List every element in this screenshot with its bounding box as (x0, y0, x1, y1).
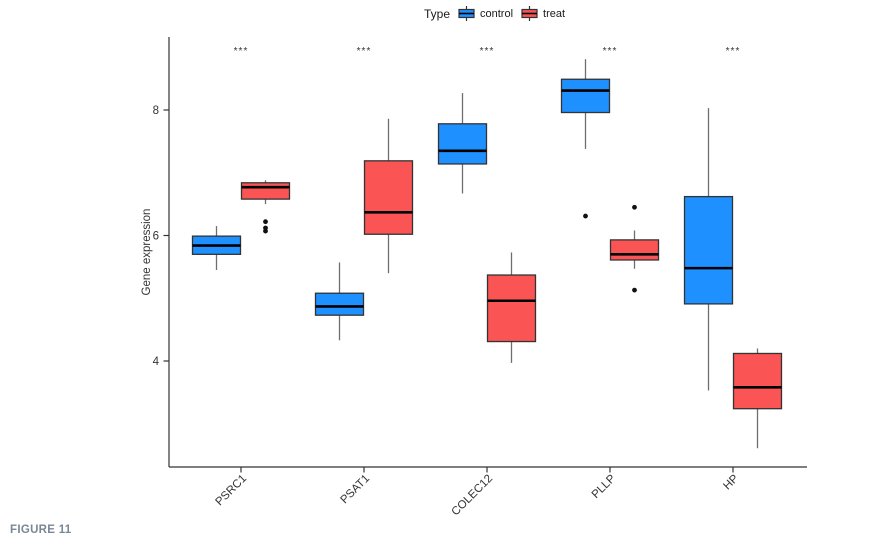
outlier-point (632, 204, 637, 210)
legend-label-treat: treat (543, 7, 566, 20)
box-control-PSAT1 (314, 292, 365, 316)
legend-item-treat: treat (521, 6, 565, 21)
box-control-HP (683, 195, 734, 305)
boxplot-key-treat-icon (521, 6, 538, 21)
legend-item-control: control (458, 6, 513, 21)
outlier-point (583, 213, 588, 219)
box-control-PLLP (560, 78, 611, 114)
significance-stars: *** (480, 46, 495, 57)
x-category-label: HP (721, 472, 741, 492)
x-category-label: PSAT1 (338, 473, 372, 507)
box-treat-HP (732, 352, 783, 410)
significance-stars: *** (726, 46, 741, 57)
box-treat-COLEC12 (486, 274, 537, 343)
box-control-COLEC12 (437, 123, 488, 165)
x-category-label: PLLP (590, 472, 619, 501)
significance-stars: *** (357, 46, 372, 57)
box-treat-PLLP (609, 239, 660, 261)
y-tick-label: 4 (153, 356, 160, 368)
boxplot-key-control-icon (458, 6, 475, 21)
outlier-point (263, 219, 268, 225)
box-treat-PSAT1 (363, 160, 414, 235)
significance-stars: *** (234, 46, 249, 57)
x-category-label: COLEC12 (450, 473, 496, 519)
box-treat-PSRC1 (240, 182, 291, 200)
significance-stars: *** (603, 46, 618, 57)
chart-legend: Type control treat (424, 6, 565, 21)
y-axis-title: Gene expression (141, 209, 153, 296)
outlier-point (632, 287, 637, 293)
x-category-label: PSRC1 (214, 473, 250, 509)
figure-caption: FIGURE 11 (10, 524, 72, 536)
y-tick-label: 8 (153, 105, 159, 117)
y-tick-label: 6 (153, 231, 159, 243)
legend-label-control: control (480, 7, 514, 20)
outlier-point (263, 228, 268, 234)
legend-title: Type (424, 6, 451, 21)
